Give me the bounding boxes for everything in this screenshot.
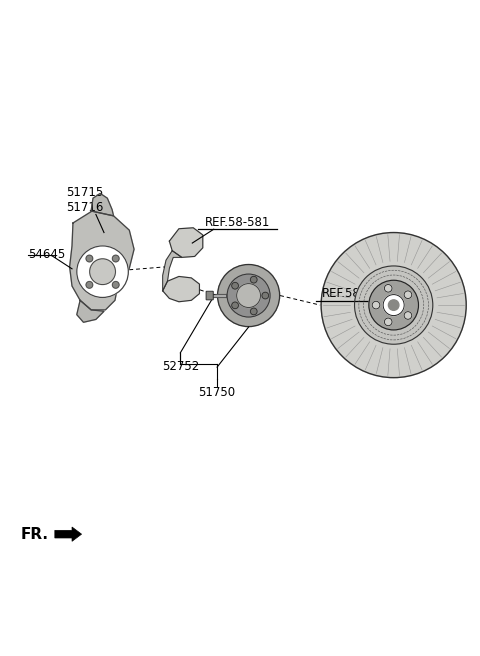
Circle shape — [232, 282, 239, 289]
Circle shape — [384, 285, 392, 292]
Polygon shape — [70, 211, 134, 310]
Circle shape — [262, 292, 269, 299]
Text: REF.58-581: REF.58-581 — [322, 287, 387, 300]
Text: 54645: 54645 — [28, 247, 65, 260]
Circle shape — [112, 255, 119, 262]
Circle shape — [217, 264, 280, 327]
Polygon shape — [169, 228, 203, 257]
Polygon shape — [91, 194, 114, 216]
Circle shape — [86, 255, 93, 262]
Circle shape — [404, 291, 412, 298]
Circle shape — [237, 283, 261, 308]
Circle shape — [251, 276, 257, 283]
Text: 52752: 52752 — [162, 360, 199, 373]
Circle shape — [86, 281, 93, 288]
Circle shape — [251, 308, 257, 315]
Circle shape — [369, 280, 419, 330]
Text: 51715
51716: 51715 51716 — [66, 186, 104, 215]
Circle shape — [388, 300, 399, 310]
Polygon shape — [55, 527, 82, 541]
Circle shape — [321, 233, 466, 378]
Circle shape — [232, 302, 239, 309]
Circle shape — [227, 274, 270, 317]
Text: FR.: FR. — [21, 527, 48, 542]
Circle shape — [384, 318, 392, 326]
Polygon shape — [163, 251, 182, 291]
Polygon shape — [77, 300, 104, 322]
Text: REF.58-581: REF.58-581 — [205, 216, 270, 229]
Polygon shape — [163, 276, 199, 302]
Circle shape — [372, 301, 380, 309]
Text: 51750: 51750 — [199, 386, 236, 400]
Circle shape — [404, 312, 412, 319]
Circle shape — [77, 246, 128, 297]
Circle shape — [112, 281, 119, 288]
Circle shape — [90, 259, 116, 285]
Circle shape — [383, 295, 404, 316]
FancyBboxPatch shape — [206, 291, 213, 300]
Circle shape — [355, 266, 433, 344]
